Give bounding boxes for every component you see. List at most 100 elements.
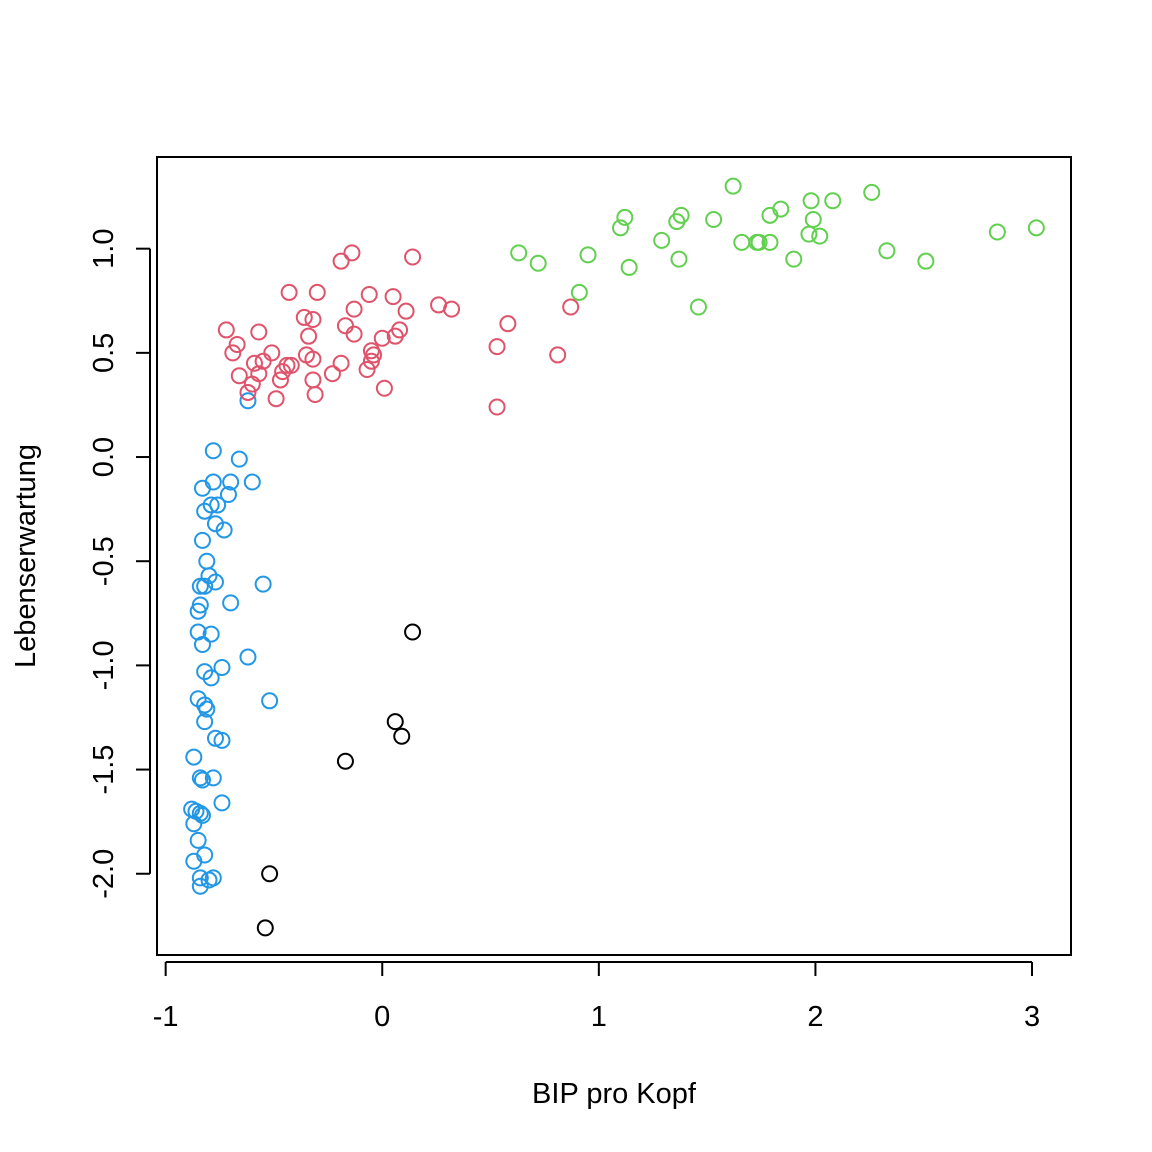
data-point xyxy=(224,344,242,362)
data-point xyxy=(616,208,634,226)
data-point xyxy=(811,227,829,245)
data-point xyxy=(670,250,688,268)
data-point xyxy=(393,727,411,745)
data-point xyxy=(191,769,209,787)
data-point xyxy=(280,283,298,301)
data-point xyxy=(611,219,629,237)
data-point xyxy=(191,877,209,895)
data-point xyxy=(499,315,517,333)
data-point xyxy=(570,283,588,301)
data-point xyxy=(185,815,203,833)
data-point xyxy=(917,252,935,270)
data-point xyxy=(1027,219,1045,237)
data-point xyxy=(549,346,567,364)
data-point xyxy=(261,865,279,883)
data-point xyxy=(653,231,671,249)
data-point xyxy=(213,731,231,749)
data-point xyxy=(217,321,235,339)
data-point xyxy=(863,183,881,201)
data-point xyxy=(230,367,248,385)
data-point xyxy=(222,473,240,491)
data-point xyxy=(204,769,222,787)
data-point xyxy=(562,298,580,316)
y-tick-label: 1.0 xyxy=(88,229,120,269)
data-point xyxy=(261,692,279,710)
data-point xyxy=(267,390,285,408)
data-point xyxy=(213,658,231,676)
data-point xyxy=(219,486,237,504)
data-point xyxy=(239,392,257,410)
data-point xyxy=(215,521,233,539)
y-tick-label: -2.0 xyxy=(88,849,120,899)
data-point xyxy=(300,327,318,345)
plot-frame xyxy=(156,156,1072,956)
data-point xyxy=(304,311,322,329)
data-point xyxy=(239,648,257,666)
data-point xyxy=(243,473,261,491)
data-point xyxy=(323,365,341,383)
data-point xyxy=(761,233,779,251)
data-point xyxy=(988,223,1006,241)
data-point xyxy=(824,192,842,210)
data-point xyxy=(386,713,404,731)
y-tick-label: 0.5 xyxy=(88,333,120,373)
data-point xyxy=(488,398,506,416)
data-point xyxy=(510,244,528,262)
data-point xyxy=(404,623,422,641)
data-point xyxy=(443,300,461,318)
data-point xyxy=(404,248,422,266)
data-point xyxy=(245,354,263,372)
data-point xyxy=(196,713,214,731)
data-point xyxy=(345,300,363,318)
data-point xyxy=(222,594,240,612)
data-point xyxy=(193,636,211,654)
data-point xyxy=(206,515,224,533)
data-point xyxy=(274,363,292,381)
data-point xyxy=(748,233,766,251)
data-point xyxy=(384,288,402,306)
data-points xyxy=(183,177,1045,937)
data-point xyxy=(345,325,363,343)
data-point xyxy=(373,329,391,347)
data-point xyxy=(282,356,300,374)
data-point xyxy=(668,213,686,231)
data-point xyxy=(620,258,638,276)
data-point xyxy=(785,250,803,268)
y-tick-label: -0.5 xyxy=(88,536,120,586)
data-point xyxy=(254,575,272,593)
data-point xyxy=(336,752,354,770)
data-point xyxy=(375,379,393,397)
data-point xyxy=(360,286,378,304)
data-point xyxy=(206,573,224,591)
data-point xyxy=(761,206,779,224)
data-point xyxy=(295,308,313,326)
data-point xyxy=(397,302,415,320)
data-point xyxy=(306,386,324,404)
data-point xyxy=(196,502,214,520)
y-tick-label: -1.0 xyxy=(88,640,120,690)
data-point xyxy=(196,577,214,595)
y-tick-label: 0.0 xyxy=(88,437,120,477)
data-point xyxy=(343,244,361,262)
x-tick-label: 2 xyxy=(807,1001,823,1033)
data-point xyxy=(193,771,211,789)
y-tick-label: -1.5 xyxy=(88,745,120,795)
data-point xyxy=(724,177,742,195)
data-point xyxy=(200,871,218,889)
data-point xyxy=(800,225,818,243)
data-point xyxy=(243,375,261,393)
data-point xyxy=(193,479,211,497)
data-point xyxy=(193,531,211,549)
x-axis: -1 0 1 2 3 xyxy=(153,961,1040,1033)
data-point xyxy=(386,327,404,345)
data-point xyxy=(204,442,222,460)
x-axis-label: BIP pro Kopf xyxy=(532,1078,697,1110)
data-point xyxy=(705,211,723,229)
data-point xyxy=(230,450,248,468)
data-point xyxy=(529,254,547,272)
x-tick-label: 0 xyxy=(374,1001,390,1033)
data-point xyxy=(271,371,289,389)
data-point xyxy=(185,852,203,870)
